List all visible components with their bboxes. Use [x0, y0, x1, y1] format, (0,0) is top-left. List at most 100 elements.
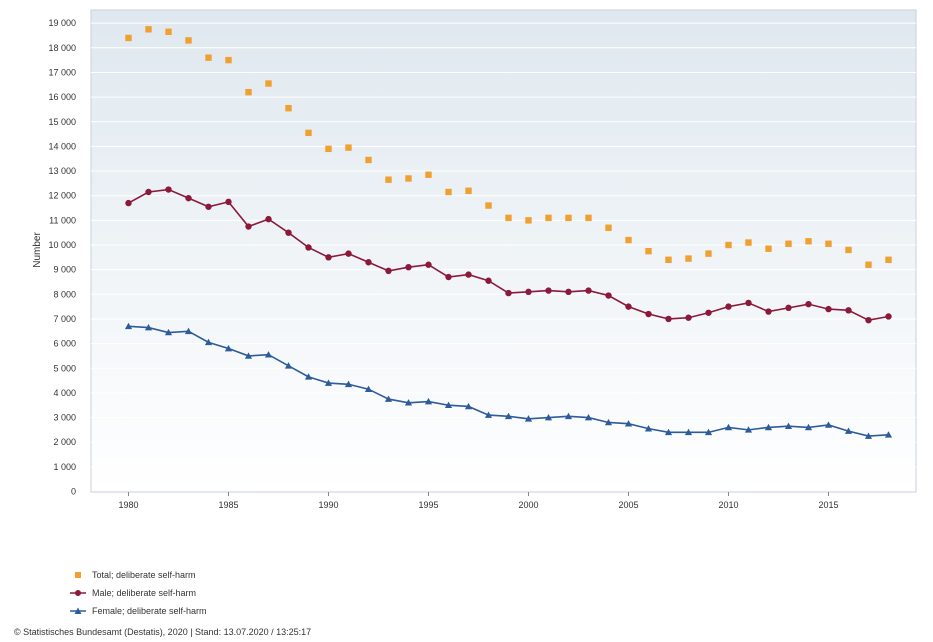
data-point-female[interactable]	[624, 420, 633, 427]
data-point-female[interactable]	[564, 412, 573, 420]
data-point-female[interactable]	[384, 395, 393, 402]
data-point-female[interactable]	[504, 412, 513, 420]
data-point-female[interactable]	[464, 402, 473, 410]
data-point-total[interactable]	[145, 26, 152, 33]
data-point-total[interactable]	[445, 188, 452, 196]
data-point-male[interactable]	[185, 194, 192, 202]
data-point-female[interactable]	[424, 397, 433, 405]
data-point-female[interactable]	[864, 432, 873, 439]
data-point-total[interactable]	[625, 236, 632, 244]
legend-item-male[interactable]: Male; deliberate self-harm	[68, 584, 207, 602]
data-point-male[interactable]	[385, 267, 392, 275]
data-point-total[interactable]	[545, 214, 552, 222]
data-point-total[interactable]	[245, 88, 252, 96]
data-point-female[interactable]	[244, 352, 253, 359]
data-point-total[interactable]	[805, 238, 812, 245]
data-point-female[interactable]	[724, 423, 733, 431]
data-point-female[interactable]	[264, 351, 273, 358]
data-point-total[interactable]	[465, 187, 472, 194]
data-point-male[interactable]	[625, 303, 632, 310]
data-point-male[interactable]	[485, 277, 492, 284]
data-point-female[interactable]	[604, 418, 613, 426]
data-point-male[interactable]	[265, 215, 272, 223]
data-point-male[interactable]	[425, 261, 432, 268]
data-point-total[interactable]	[365, 156, 372, 164]
data-point-male[interactable]	[305, 244, 312, 251]
data-point-male[interactable]	[205, 203, 212, 210]
data-point-male[interactable]	[585, 287, 592, 294]
data-point-total[interactable]	[185, 37, 192, 44]
data-point-male[interactable]	[865, 316, 872, 324]
data-point-male[interactable]	[705, 309, 712, 316]
data-point-total[interactable]	[865, 261, 872, 268]
data-point-female[interactable]	[144, 323, 153, 331]
data-point-total[interactable]	[785, 240, 792, 247]
data-point-total[interactable]	[265, 80, 272, 87]
data-point-total[interactable]	[505, 214, 512, 222]
data-point-male[interactable]	[345, 250, 352, 257]
data-point-total[interactable]	[425, 171, 432, 178]
data-point-male[interactable]	[665, 315, 672, 323]
data-point-male[interactable]	[285, 229, 292, 236]
data-point-male[interactable]	[445, 273, 452, 281]
data-point-female[interactable]	[584, 413, 593, 421]
data-point-total[interactable]	[325, 145, 332, 153]
data-point-female[interactable]	[304, 373, 313, 380]
data-point-male[interactable]	[145, 188, 152, 196]
data-point-male[interactable]	[525, 288, 532, 296]
data-point-female[interactable]	[184, 327, 193, 335]
data-point-male[interactable]	[685, 314, 692, 321]
data-point-female[interactable]	[844, 427, 853, 434]
data-point-total[interactable]	[525, 217, 532, 224]
data-point-male[interactable]	[405, 263, 412, 271]
data-point-male[interactable]	[785, 304, 792, 312]
data-point-male[interactable]	[725, 303, 732, 310]
data-point-total[interactable]	[285, 104, 292, 112]
data-point-total[interactable]	[605, 224, 612, 231]
data-point-male[interactable]	[125, 199, 132, 207]
data-point-male[interactable]	[885, 313, 892, 320]
data-point-female[interactable]	[164, 328, 173, 336]
data-point-female[interactable]	[524, 415, 533, 422]
data-point-female[interactable]	[784, 422, 793, 429]
data-point-male[interactable]	[545, 287, 552, 294]
data-point-female[interactable]	[344, 380, 353, 388]
data-point-female[interactable]	[324, 379, 333, 386]
data-point-total[interactable]	[165, 28, 172, 35]
data-point-female[interactable]	[404, 399, 413, 406]
data-point-total[interactable]	[585, 214, 592, 222]
data-point-male[interactable]	[165, 186, 172, 193]
data-point-female[interactable]	[884, 431, 893, 438]
data-point-male[interactable]	[325, 254, 332, 261]
data-point-total[interactable]	[565, 214, 572, 222]
data-point-male[interactable]	[745, 299, 752, 307]
data-point-total[interactable]	[385, 176, 392, 183]
legend-item-total[interactable]: Total; deliberate self-harm	[68, 566, 207, 584]
data-point-female[interactable]	[124, 322, 133, 330]
data-point-female[interactable]	[684, 428, 693, 436]
data-point-male[interactable]	[505, 289, 512, 297]
data-point-total[interactable]	[685, 255, 692, 262]
data-point-female[interactable]	[764, 423, 773, 431]
data-point-total[interactable]	[645, 247, 652, 255]
data-point-male[interactable]	[605, 292, 612, 299]
data-point-female[interactable]	[744, 426, 753, 433]
data-point-total[interactable]	[125, 34, 132, 42]
data-point-male[interactable]	[565, 288, 572, 296]
data-point-total[interactable]	[745, 239, 752, 246]
data-point-female[interactable]	[804, 423, 813, 431]
data-point-male[interactable]	[645, 310, 652, 318]
data-point-male[interactable]	[765, 308, 772, 315]
data-point-total[interactable]	[225, 56, 232, 64]
data-point-male[interactable]	[825, 305, 832, 313]
data-point-total[interactable]	[845, 246, 852, 254]
data-point-female[interactable]	[664, 428, 673, 436]
data-point-total[interactable]	[885, 256, 892, 263]
data-point-male[interactable]	[845, 307, 852, 314]
data-point-total[interactable]	[825, 240, 832, 247]
data-point-female[interactable]	[224, 344, 233, 352]
data-point-male[interactable]	[805, 300, 812, 308]
data-point-total[interactable]	[765, 245, 772, 252]
data-point-female[interactable]	[544, 413, 553, 421]
data-point-total[interactable]	[205, 54, 212, 61]
